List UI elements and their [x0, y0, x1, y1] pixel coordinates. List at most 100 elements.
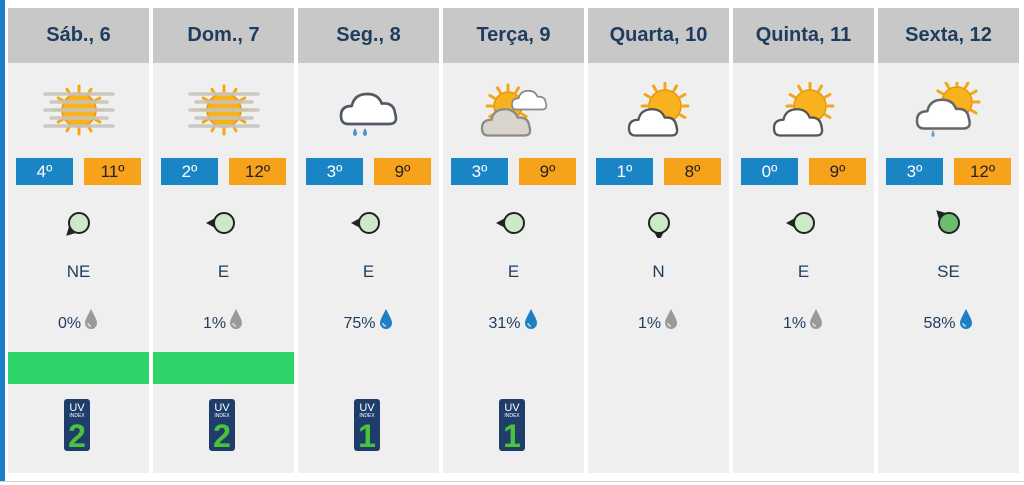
min-temp: 3º [451, 158, 508, 185]
temperature-range: 2º 12º [161, 158, 286, 185]
wind-direction: E [797, 262, 810, 281]
precipitation: 1% [588, 308, 729, 333]
blue-drop-icon [523, 308, 539, 330]
blue-drop-icon [378, 308, 394, 330]
precip-probability: 75% [343, 315, 376, 332]
left-edge-accent [0, 0, 5, 482]
day-label: Dom., 7 [187, 24, 260, 46]
wind-se-icon [929, 208, 969, 238]
uv-label: UV [214, 402, 230, 414]
uv-sub-label: INDEX [359, 413, 375, 419]
wind-e-icon [349, 208, 389, 238]
light-drop-icon [808, 308, 824, 330]
uv-value: 1 [358, 418, 376, 451]
day-header: Seg., 8 [298, 8, 439, 63]
max-temp: 9º [809, 158, 866, 185]
uv-value: 1 [503, 418, 521, 451]
sun-cloud-rain-icon [915, 82, 981, 137]
rain-cloud-icon [339, 92, 398, 136]
precipitation: 1% [733, 308, 874, 333]
blue-drop-icon [958, 308, 974, 330]
day-header: Sáb., 6 [8, 8, 149, 63]
precip-probability: 0% [57, 315, 82, 332]
day-column-wed: Quarta, 10 1º 8º N 1% [588, 8, 729, 473]
day-header: Quarta, 10 [588, 8, 729, 63]
min-temp: 4º [16, 158, 73, 185]
light-drop-icon [83, 308, 99, 330]
uv-value: 2 [213, 418, 231, 451]
max-temp: 9º [374, 158, 431, 185]
temperature-range: 3º 12º [886, 158, 1011, 185]
light-drop-icon [663, 308, 679, 330]
highlight-bar [153, 352, 294, 384]
uv-label: UV [69, 402, 85, 414]
temperature-range: 4º 11º [16, 158, 141, 185]
min-temp: 1º [596, 158, 653, 185]
uv-label: UV [359, 402, 375, 414]
day-column-tue: Terça, 9 3º 9º E 31% UV INDEX 1 [443, 8, 584, 473]
day-column-thu: Quinta, 11 0º 9º E 1% [733, 8, 874, 473]
day-column-fri: Sexta, 12 3º 12º SE 58% [878, 8, 1019, 473]
uv-index-icon: UV INDEX 1 [499, 399, 525, 451]
precipitation: 31% [443, 308, 584, 333]
uv-sub-label: INDEX [69, 413, 85, 419]
highlight-bar [8, 352, 149, 384]
temperature-range: 3º 9º [451, 158, 576, 185]
wind-direction: NE [66, 262, 91, 281]
wind-n-icon [639, 208, 679, 241]
weekly-forecast: Sáb., 6 4º 11º NE 0% UV INDEX 2 Dom., 7 [8, 8, 1024, 474]
bottom-divider [0, 481, 1024, 482]
precip-probability: 1% [637, 315, 662, 332]
day-label: Quarta, 10 [609, 24, 708, 46]
day-label: Seg., 8 [336, 24, 401, 46]
wind-ne-icon [59, 208, 99, 238]
partly-sunny-icon [772, 82, 835, 137]
max-temp: 12º [229, 158, 286, 185]
precip-probability: 1% [202, 315, 227, 332]
wind-direction: N [652, 262, 665, 281]
day-header: Dom., 7 [153, 8, 294, 63]
uv-label: UV [504, 402, 520, 414]
precipitation: 58% [878, 308, 1019, 333]
max-temp: 12º [954, 158, 1011, 185]
precip-probability: 1% [782, 315, 807, 332]
precipitation: 75% [298, 308, 439, 333]
day-label: Quinta, 11 [755, 24, 852, 46]
day-label: Sexta, 12 [905, 24, 992, 46]
max-temp: 11º [84, 158, 141, 185]
day-header: Sexta, 12 [878, 8, 1019, 63]
temperature-range: 1º 8º [596, 158, 721, 185]
day-header: Terça, 9 [443, 8, 584, 63]
uv-index-icon: UV INDEX 1 [354, 399, 380, 451]
wind-direction: E [362, 262, 375, 281]
partly-sunny-icon [627, 82, 690, 137]
wind-e-icon [784, 208, 824, 238]
temperature-range: 3º 9º [306, 158, 431, 185]
haze-sun-icon [188, 84, 260, 136]
uv-index-icon: UV INDEX 2 [64, 399, 90, 451]
day-header: Quinta, 11 [733, 8, 874, 63]
light-drop-icon [228, 308, 244, 330]
precip-probability: 58% [923, 315, 956, 332]
precip-probability: 31% [488, 315, 521, 332]
day-column-sun: Dom., 7 2º 12º E 1% UV INDEX 2 [153, 8, 294, 473]
day-column-mon: Seg., 8 3º 9º E 75% UV INDEX 1 [298, 8, 439, 473]
uv-sub-label: INDEX [504, 413, 520, 419]
wind-e-icon [494, 208, 534, 238]
wind-direction: E [507, 262, 520, 281]
min-temp: 0º [741, 158, 798, 185]
precipitation: 1% [153, 308, 294, 333]
uv-value: 2 [68, 418, 86, 451]
uv-sub-label: INDEX [214, 413, 230, 419]
sun-cloud-icon [480, 83, 548, 137]
wind-direction: E [217, 262, 230, 281]
uv-index-icon: UV INDEX 2 [209, 399, 235, 451]
min-temp: 3º [306, 158, 363, 185]
day-label: Sáb., 6 [46, 24, 111, 46]
temperature-range: 0º 9º [741, 158, 866, 185]
wind-direction: SE [937, 262, 960, 281]
precipitation: 0% [8, 308, 149, 333]
day-label: Terça, 9 [476, 24, 551, 46]
haze-sun-icon [43, 84, 115, 136]
min-temp: 2º [161, 158, 218, 185]
